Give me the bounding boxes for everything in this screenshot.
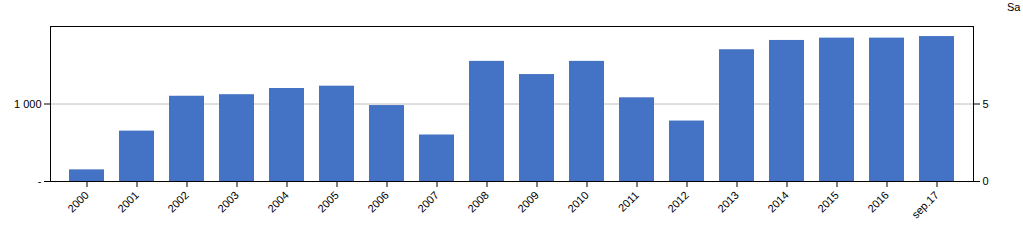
svg-text:Sa: Sa	[1007, 1, 1021, 13]
svg-text:2014: 2014	[765, 189, 791, 215]
svg-text:2007: 2007	[415, 189, 441, 215]
svg-text:2009: 2009	[515, 189, 541, 215]
svg-text:2011: 2011	[616, 189, 641, 214]
svg-text:2001: 2001	[115, 189, 141, 215]
svg-text:2013: 2013	[715, 189, 741, 215]
svg-text:2008: 2008	[465, 189, 491, 215]
svg-text:2004: 2004	[265, 189, 291, 215]
svg-text:2006: 2006	[365, 189, 391, 215]
svg-text:2010: 2010	[565, 189, 591, 215]
svg-text:1 000: 1 000	[14, 98, 42, 110]
svg-text:sep.17: sep.17	[909, 189, 941, 221]
svg-text:-: -	[38, 175, 42, 187]
svg-text:0: 0	[983, 175, 989, 187]
svg-text:2012: 2012	[665, 189, 691, 215]
svg-text:2005: 2005	[315, 189, 341, 215]
svg-text:2003: 2003	[215, 189, 241, 215]
svg-text:5: 5	[983, 98, 989, 110]
svg-text:2015: 2015	[815, 189, 841, 215]
svg-text:2002: 2002	[165, 189, 191, 215]
svg-text:2016: 2016	[865, 189, 891, 215]
svg-text:2000: 2000	[65, 189, 91, 215]
